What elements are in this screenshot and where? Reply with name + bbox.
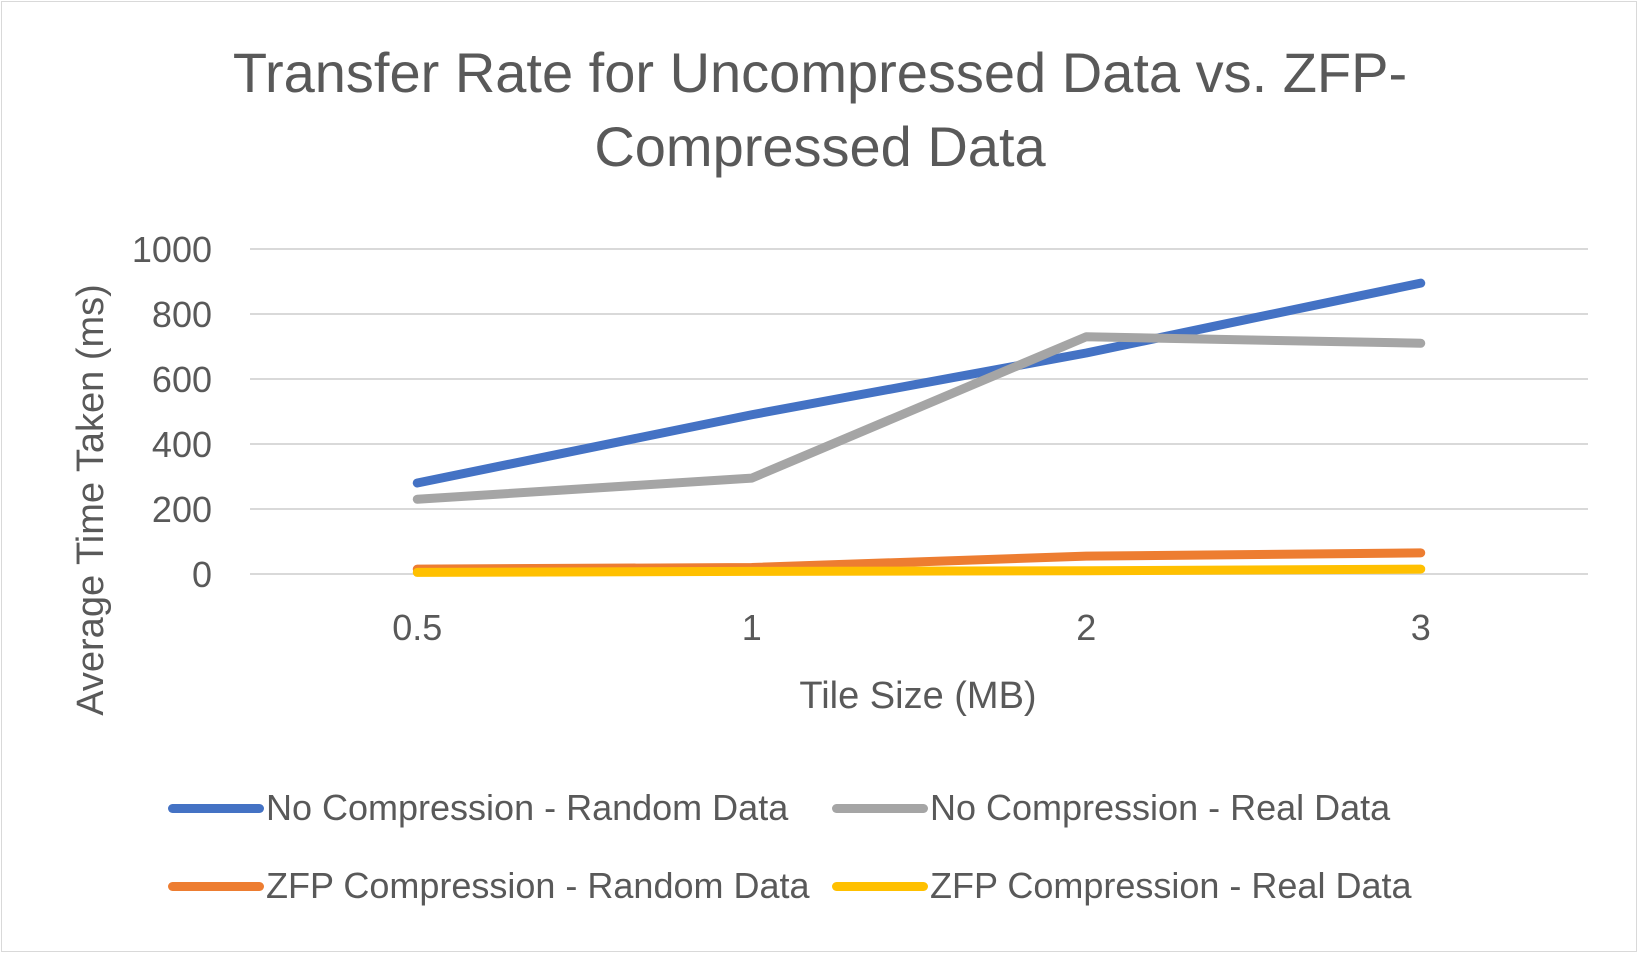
- legend-label: ZFP Compression - Real Data: [930, 865, 1412, 906]
- series-lines: [412, 278, 1426, 577]
- y-axis-label: Average Time Taken (ms): [70, 284, 112, 716]
- legend-label: No Compression - Random Data: [266, 787, 789, 828]
- chart-title: Transfer Rate for Uncompressed Data vs. …: [0, 36, 1640, 184]
- legend-label: No Compression - Real Data: [930, 787, 1391, 828]
- legend-swatch: [168, 803, 264, 813]
- chart-title-line-1: Transfer Rate for Uncompressed Data vs. …: [232, 41, 1408, 104]
- y-tick-label: 1000: [132, 229, 212, 270]
- x-axis-label: Tile Size (MB): [799, 675, 1036, 717]
- y-tick-label: 0: [192, 554, 212, 595]
- x-tick-label: 3: [1411, 607, 1431, 648]
- y-tick-label: 800: [152, 294, 212, 335]
- legend-item: ZFP Compression - Real Data: [832, 864, 1412, 908]
- legend-item: No Compression - Real Data: [832, 786, 1390, 830]
- legend-swatch: [832, 803, 928, 813]
- x-tick-label: 1: [742, 607, 762, 648]
- y-tick-label: 600: [152, 359, 212, 400]
- x-tick-label: 2: [1076, 607, 1096, 648]
- legend-swatch: [168, 881, 264, 891]
- legend-item: No Compression - Random Data: [168, 786, 788, 830]
- series-line-2: [412, 332, 1426, 504]
- gridlines: [250, 248, 1588, 575]
- y-tick-label: 400: [152, 424, 212, 465]
- y-tick-label: 200: [152, 489, 212, 530]
- x-tick-label: 0.5: [392, 607, 442, 648]
- legend-item: ZFP Compression - Random Data: [168, 864, 810, 908]
- x-axis-tick-labels: 0.5 1 2 3: [392, 607, 1431, 648]
- y-axis-tick-labels: 0 200 400 600 800 1000: [132, 229, 212, 595]
- legend-label: ZFP Compression - Random Data: [266, 865, 810, 906]
- legend-swatch: [832, 881, 928, 891]
- chart-title-line-2: Compressed Data: [594, 115, 1046, 178]
- series-line-4: [412, 564, 1426, 577]
- series-line-1: [412, 278, 1426, 488]
